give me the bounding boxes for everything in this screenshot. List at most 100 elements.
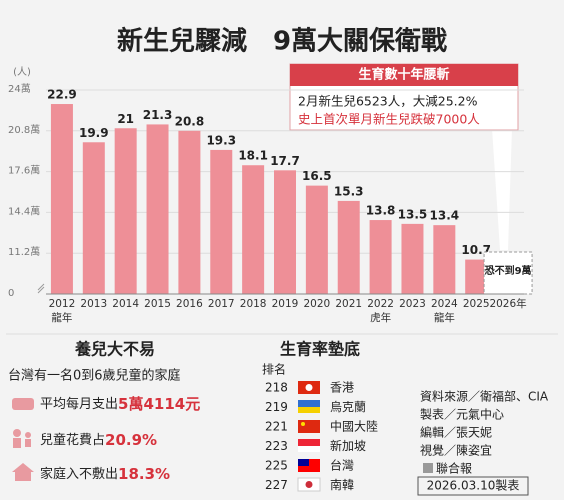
country: 新加坡 xyxy=(330,438,366,453)
x-tick-label: 2017 xyxy=(208,298,235,310)
icon xyxy=(12,463,34,481)
cost-label: 兒童花費占 xyxy=(40,432,105,448)
cost-value: 18.3% xyxy=(118,465,170,483)
y-tick-label: 17.6萬 xyxy=(8,164,40,177)
rank: 225 xyxy=(265,459,288,473)
title: 新生兒驟減 9萬大關保衛戰 xyxy=(117,26,447,57)
credit: 編輯／張天妮 xyxy=(420,425,492,440)
logo-mark xyxy=(423,463,433,473)
bar xyxy=(305,185,328,294)
x-tick-note: 虎年 xyxy=(370,311,391,324)
cost-label: 家庭入不敷出 xyxy=(40,466,118,482)
icon xyxy=(25,439,31,447)
cost-value: 5萬4114元 xyxy=(118,395,200,413)
value-label: 21.3 xyxy=(143,108,173,122)
bar xyxy=(178,130,201,294)
country: 台灣 xyxy=(330,458,354,473)
value-label: 19.9 xyxy=(79,126,109,140)
country: 南韓 xyxy=(330,477,354,492)
x-tick-note: 龍年 xyxy=(51,311,72,324)
callout-line: 史上首次單月新生兒跌破7000人 xyxy=(298,112,480,127)
credit: 製表／元氣中心 xyxy=(420,407,504,422)
value-label: 18.1 xyxy=(238,149,268,163)
x-tick-label: 2020 xyxy=(303,298,330,310)
country: 烏克蘭 xyxy=(330,400,366,414)
x-tick-note: 龍年 xyxy=(434,311,455,324)
placeholder-bar xyxy=(483,251,533,295)
cost-item: 兒童花費占20.9% xyxy=(40,431,157,449)
rank: 219 xyxy=(265,400,288,414)
rank: 221 xyxy=(265,420,288,434)
axis-break xyxy=(37,283,45,291)
icon xyxy=(13,438,21,448)
bar xyxy=(337,200,360,294)
x-tick-label: 2018 xyxy=(240,298,267,310)
flag xyxy=(301,422,305,426)
value-label: 13.4 xyxy=(430,209,460,223)
section-title: 養兒大不易 xyxy=(74,340,155,359)
x-tick-label: 2021 xyxy=(335,298,362,310)
annotation: 恐不到9萬 xyxy=(485,264,532,277)
x-tick-label: 2014 xyxy=(112,298,139,310)
value-label: 17.7 xyxy=(270,154,300,168)
x-tick-label: 2013 xyxy=(80,298,107,310)
rank: 218 xyxy=(265,381,288,395)
value-label: 13.8 xyxy=(366,204,396,218)
icon xyxy=(13,429,21,437)
bar xyxy=(114,128,137,294)
bar xyxy=(242,165,265,294)
flag xyxy=(298,400,320,407)
value-label: 20.8 xyxy=(175,114,205,128)
x-tick-label: 2015 xyxy=(144,298,171,310)
x-tick-label: 2026年 xyxy=(489,297,526,310)
flag xyxy=(305,481,313,488)
x-tick-label: 2025 xyxy=(463,298,490,310)
callout-pointer xyxy=(492,128,512,250)
bar xyxy=(274,170,296,294)
country: 中國大陸 xyxy=(330,419,378,434)
flags xyxy=(297,381,321,492)
y-tick-label: 11.2萬 xyxy=(8,245,40,258)
flag xyxy=(298,439,320,446)
y-tick-label: 14.4萬 xyxy=(8,204,40,217)
value-label: 13.5 xyxy=(398,207,428,221)
section-subtitle: 台灣有一名0到6歲兒童的家庭 xyxy=(8,368,181,384)
ranking-section: 生育率墊底 排名 xyxy=(262,340,360,492)
value-label: 19.3 xyxy=(206,133,236,147)
value-label: 22.9 xyxy=(47,88,77,102)
x-tick-label: 2024 xyxy=(431,298,458,310)
y-tick-label: 20.8萬 xyxy=(8,123,40,136)
country: 香港 xyxy=(330,381,354,395)
cost-section: 養兒大不易 台灣有一名0到6歲兒童的家庭 平均每月支出5萬4114元 兒童花費占… xyxy=(8,340,200,483)
y-tick-label: 0 xyxy=(8,288,14,299)
y-unit: (人) xyxy=(13,66,31,78)
bar xyxy=(210,149,233,294)
icon xyxy=(12,398,34,410)
cost-item: 家庭入不敷出18.3% xyxy=(40,465,170,483)
y-tick-label: 24萬 xyxy=(8,82,31,95)
axis-break xyxy=(37,286,45,294)
x-tick-label: 2012 xyxy=(49,298,76,310)
section-title: 生育率墊底 xyxy=(280,340,360,359)
flag xyxy=(298,407,320,413)
x-tick-label: 2019 xyxy=(272,298,299,310)
credit: 資料來源／衛福部、CIA xyxy=(420,389,549,404)
callout: 生育數十年腰斬 2月新生兒6523人，大減25.2% 史上首次單月新生兒跌破70… xyxy=(289,63,519,250)
credits: 聯合報 2026.03.10製表 xyxy=(417,461,529,496)
bar xyxy=(401,223,424,294)
value-label: 15.3 xyxy=(334,184,364,198)
value-label: 21 xyxy=(117,112,134,126)
bar xyxy=(50,104,73,295)
x-tick-label: 2023 xyxy=(399,298,426,310)
cost-item: 平均每月支出5萬4114元 xyxy=(40,395,200,413)
publisher: 聯合報 xyxy=(436,461,472,476)
bar xyxy=(82,142,105,294)
flag xyxy=(298,420,320,433)
flag xyxy=(298,459,309,466)
callout-header xyxy=(290,64,518,86)
bar xyxy=(433,225,456,294)
date: 2026.03.10製表 xyxy=(427,479,520,493)
ranking-header: 排名 xyxy=(262,362,286,377)
icon xyxy=(25,432,31,438)
bar xyxy=(369,220,392,294)
